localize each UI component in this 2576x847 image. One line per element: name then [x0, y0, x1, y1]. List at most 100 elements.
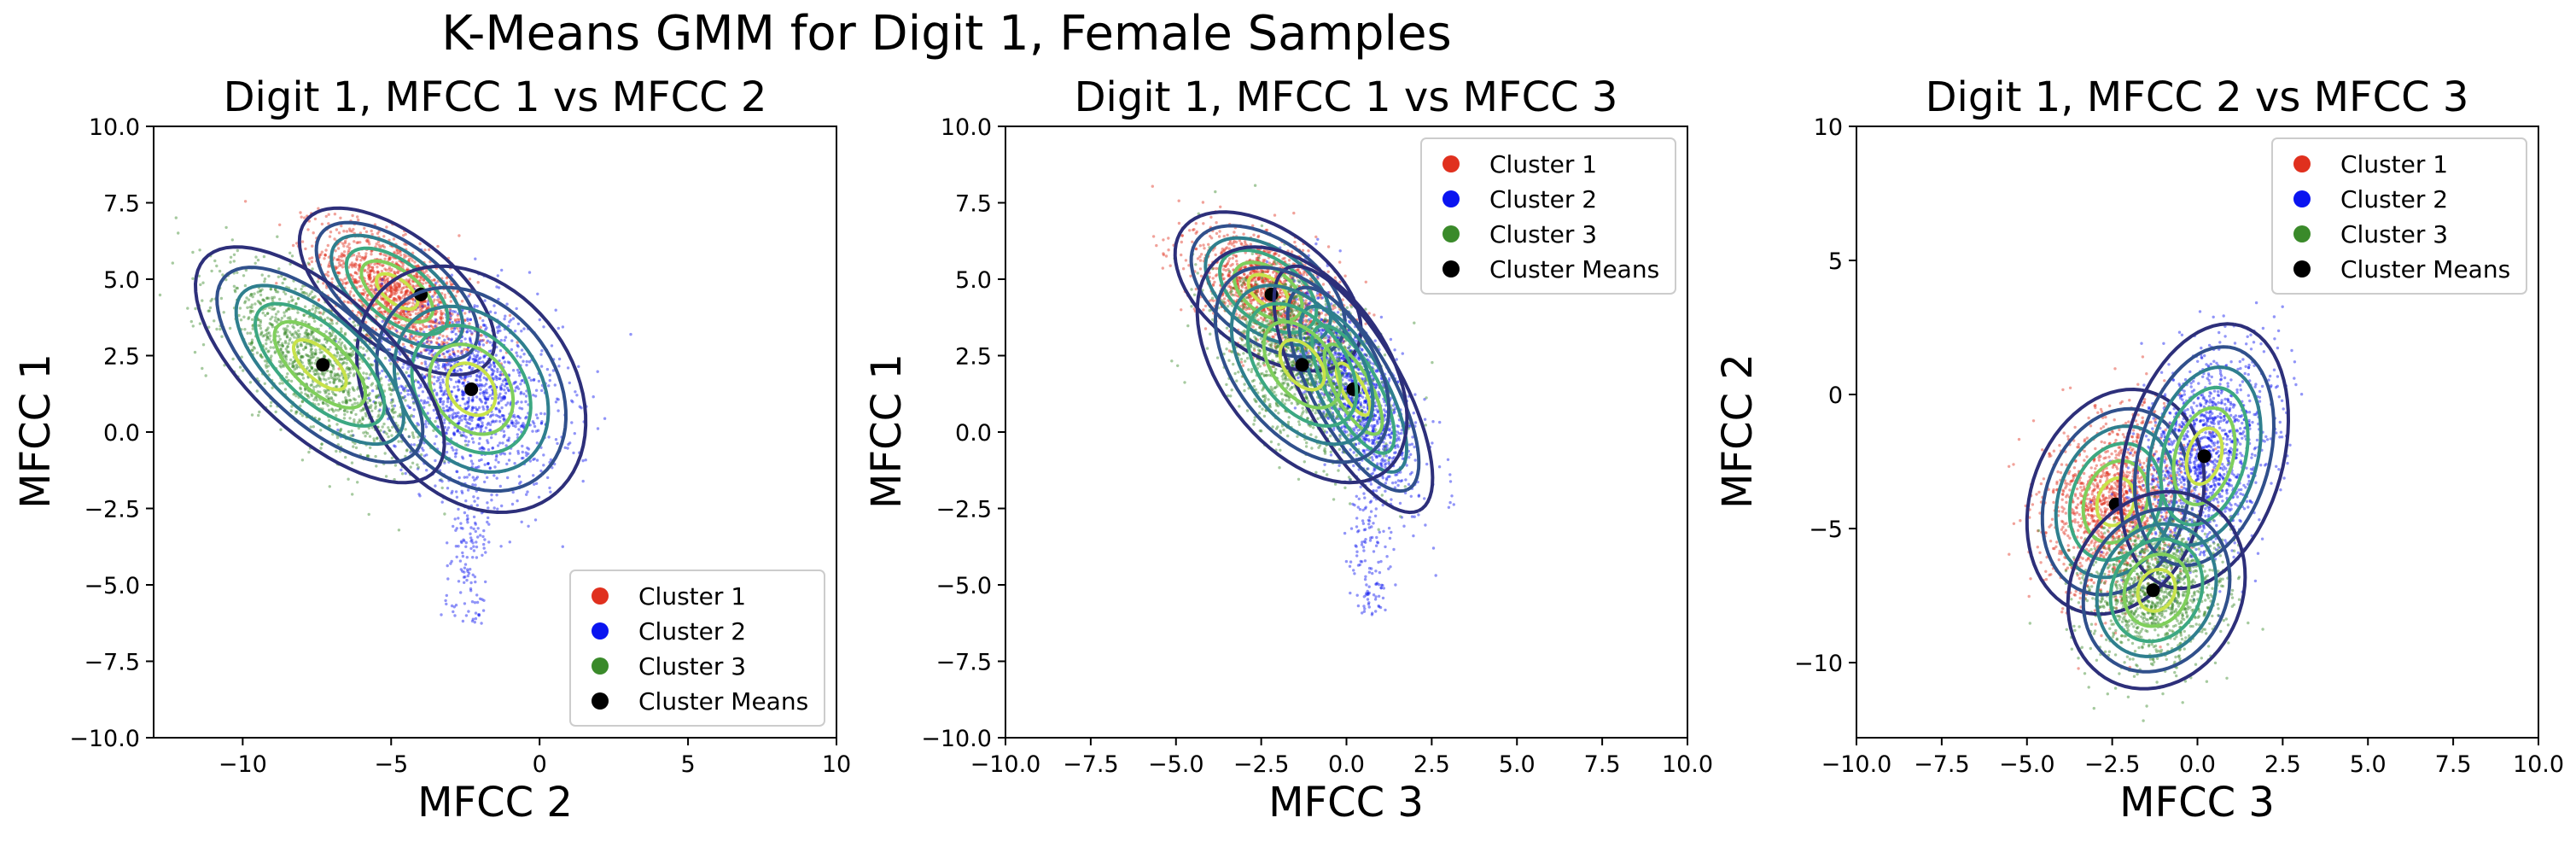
scatter-point — [265, 370, 270, 373]
scatter-point — [514, 380, 517, 384]
scatter-point — [254, 302, 257, 306]
scatter-point — [534, 388, 539, 392]
scatter-point — [201, 299, 204, 302]
scatter-point — [326, 271, 329, 274]
scatter-point — [470, 418, 474, 423]
scatter-point — [329, 376, 333, 379]
scatter-point — [497, 297, 500, 301]
scatter-point — [259, 353, 263, 357]
scatter-point — [290, 254, 294, 258]
scatter-point — [458, 559, 463, 563]
scatter-point — [318, 311, 323, 315]
scatter-point — [433, 442, 436, 446]
scatter-point — [380, 310, 384, 314]
scatter-point — [356, 388, 359, 391]
scatter-point — [357, 218, 360, 222]
scatter-point — [491, 419, 495, 423]
scatter-point — [474, 359, 477, 362]
scatter-point — [526, 490, 529, 494]
scatter-point — [508, 313, 512, 318]
scatter-point — [353, 372, 356, 376]
scatter-point — [287, 307, 290, 311]
scatter-point — [378, 283, 382, 287]
scatter-point — [395, 329, 399, 333]
scatter-point — [424, 348, 428, 352]
scatter-point — [449, 309, 452, 313]
scatter-point — [471, 406, 475, 410]
scatter-point — [351, 274, 354, 278]
scatter-point — [353, 280, 357, 283]
scatter-point — [390, 408, 393, 412]
scatter-point — [265, 296, 269, 300]
scatter-point — [479, 417, 483, 420]
scatter-point — [434, 291, 437, 295]
scatter-point — [364, 333, 369, 337]
scatter-point — [487, 396, 490, 400]
scatter-point — [1209, 215, 1213, 219]
scatter-point — [500, 406, 504, 410]
scatter-point — [456, 313, 459, 317]
scatter-point — [312, 304, 315, 307]
scatter-point — [409, 343, 413, 348]
scatter-point — [339, 216, 342, 219]
scatter-point — [444, 364, 447, 367]
scatter-point — [345, 230, 349, 233]
scatter-point — [1211, 277, 1215, 280]
scatter-point — [329, 331, 332, 336]
scatter-point — [542, 453, 545, 457]
scatter-point — [350, 429, 353, 433]
scatter-point — [498, 377, 502, 381]
scatter-point — [477, 361, 481, 365]
scatter-point — [358, 254, 362, 258]
scatter-point — [479, 388, 482, 391]
scatter-point — [415, 284, 418, 288]
scatter-point — [446, 442, 450, 446]
scatter-point — [335, 322, 339, 325]
scatter-point — [411, 345, 414, 349]
scatter-point — [392, 411, 395, 415]
scatter-point — [389, 362, 393, 365]
scatter-point — [264, 313, 267, 318]
scatter-point — [339, 343, 342, 347]
scatter-point — [520, 330, 523, 333]
scatter-point — [397, 320, 401, 324]
scatter-point — [456, 429, 460, 432]
scatter-point — [572, 451, 575, 455]
scatter-point — [403, 389, 406, 393]
scatter-point — [379, 283, 382, 287]
scatter-point — [441, 402, 445, 406]
scatter-point — [570, 399, 574, 402]
scatter-point — [393, 283, 397, 287]
scatter-point — [490, 373, 493, 377]
scatter-point — [406, 310, 410, 313]
scatter-point — [356, 421, 360, 424]
scatter-point — [336, 247, 341, 250]
scatter-point — [518, 406, 522, 410]
scatter-point — [503, 338, 506, 342]
scatter-point — [229, 255, 233, 259]
scatter-point — [381, 319, 384, 324]
scatter-point — [342, 409, 347, 412]
scatter-point — [451, 415, 454, 419]
scatter-point — [463, 377, 466, 380]
scatter-point — [532, 378, 536, 382]
scatter-point — [347, 388, 351, 391]
scatter-point — [418, 275, 422, 278]
scatter-point — [405, 315, 410, 319]
scatter-point — [505, 382, 509, 386]
scatter-point — [349, 352, 353, 355]
scatter-point — [393, 317, 396, 321]
scatter-point — [443, 366, 447, 370]
scatter-point — [485, 326, 488, 330]
scatter-point — [438, 301, 441, 305]
scatter-point — [490, 367, 493, 371]
scatter-point — [317, 402, 320, 406]
scatter-point — [399, 290, 403, 295]
scatter-point — [317, 372, 320, 376]
scatter-point — [452, 369, 456, 372]
scatter-point — [335, 266, 338, 270]
scatter-point — [389, 307, 393, 311]
scatter-point — [402, 396, 405, 400]
scatter-point — [368, 242, 371, 246]
scatter-point — [364, 435, 367, 438]
